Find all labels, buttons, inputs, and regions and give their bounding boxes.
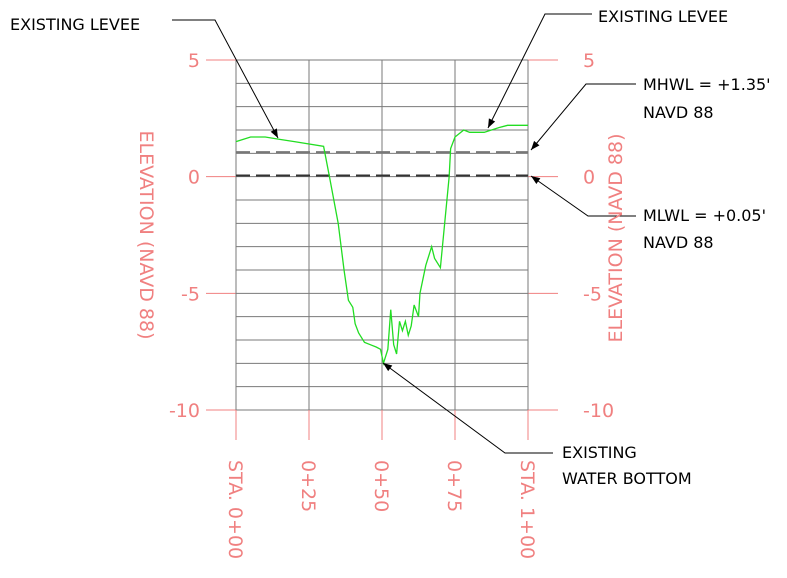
- y-tick-labels: 5 5 0 0 -5 -5 -10 -10: [169, 50, 614, 422]
- x-tick-label: 0+25: [297, 460, 319, 512]
- y-tick-label-right: -10: [583, 400, 614, 422]
- y-tick-label-right: 5: [583, 50, 595, 72]
- arrowhead-levee-left: [270, 128, 278, 138]
- x-tick-label: STA. 1+00: [516, 460, 538, 559]
- y-tick-label-right: -5: [583, 283, 602, 305]
- annotation-mlwl-datum: NAVD 88: [643, 233, 714, 252]
- leader-mlwl: [530, 175, 636, 217]
- y-tick-label-right: 0: [583, 167, 595, 189]
- leader-mhwl: [530, 83, 636, 151]
- x-tick-labels: STA. 0+00 0+25 0+50 0+75 STA. 1+00: [224, 460, 538, 559]
- y-tick-label-left: -10: [169, 400, 200, 422]
- x-tick-label: STA. 0+00: [224, 460, 246, 559]
- annotation-levee-left: EXISTING LEVEE: [10, 15, 140, 34]
- leader-levee-left: [172, 19, 279, 139]
- y-tick-label-left: 0: [188, 167, 200, 189]
- y-tick-label-left: -5: [181, 283, 200, 305]
- annotation-levee-right: EXISTING LEVEE: [598, 7, 728, 26]
- annotation-bottom-line1: EXISTING: [562, 443, 637, 462]
- arrowhead-levee-right: [488, 118, 496, 128]
- x-tick-label: 0+50: [370, 460, 392, 512]
- annotation-mhwl-datum: NAVD 88: [643, 103, 714, 122]
- reference-lines: [236, 151, 528, 177]
- annotation-leaders: [172, 13, 636, 454]
- y-axis-title-right: ELEVATION (NAVD 88): [605, 134, 627, 343]
- annotation-bottom-line2: WATER BOTTOM: [562, 469, 692, 488]
- arrowhead-mhwl: [531, 140, 540, 150]
- profile-series: [235, 124, 528, 366]
- arrowhead-mlwl: [531, 176, 541, 185]
- x-tick-label: 0+75: [443, 460, 465, 512]
- profile-line: [235, 124, 528, 366]
- leader-water-bottom: [382, 362, 553, 454]
- y-tick-label-left: 5: [188, 50, 200, 72]
- annotation-mlwl-value: MLWL = +0.05': [643, 206, 766, 225]
- annotation-mhwl-value: MHWL = +1.35': [643, 75, 771, 94]
- y-axis-title-left: ELEVATION (NAVD 88): [135, 131, 157, 340]
- leader-levee-right: [487, 13, 592, 129]
- arrowhead-water-bottom: [383, 363, 393, 372]
- grid: [206, 59, 558, 440]
